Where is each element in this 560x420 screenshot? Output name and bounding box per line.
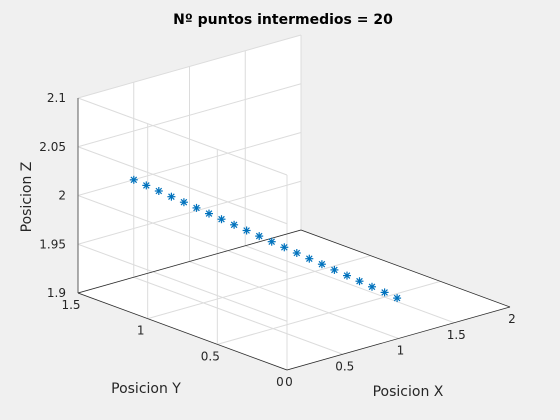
- data-point: [255, 232, 264, 241]
- grid-line-z-xwall: [77, 146, 288, 225]
- z-axis-label: Posicion Z: [19, 162, 35, 233]
- data-point: [230, 220, 239, 229]
- data-point: [192, 203, 201, 212]
- x-tick-label: 0: [285, 375, 293, 389]
- data-point: [129, 175, 138, 184]
- z-tick-label: 2.05: [39, 140, 66, 154]
- grid-line-z-ywall: [77, 34, 302, 99]
- grid-line-z-ywall: [77, 180, 302, 245]
- grid-line-x-floor: [189, 261, 399, 339]
- floor-edge: [300, 229, 511, 308]
- data-point: [280, 243, 289, 252]
- grid-line-z-xwall: [77, 195, 288, 273]
- y-tick-label: 1: [137, 324, 145, 338]
- y-axis-label: Posicion Y: [111, 381, 181, 397]
- z-tick-label: 1.95: [39, 237, 66, 251]
- data-point: [305, 254, 314, 263]
- x-axis-line: [286, 306, 511, 371]
- data-point: [154, 187, 163, 195]
- y-tick-label: 1.5: [61, 298, 80, 312]
- x-tick-label: 1.5: [447, 328, 466, 342]
- data-point: [343, 271, 351, 280]
- grid-line-x-floor: [245, 245, 455, 324]
- grid-line-z-xwall: [77, 243, 288, 322]
- grid-line-y-floor: [217, 280, 441, 345]
- data-point: [380, 288, 389, 297]
- data-point: [292, 249, 301, 257]
- axes-box: [77, 98, 511, 371]
- data-point: [205, 209, 213, 218]
- chart-title: Nº puntos intermedios = 20: [173, 12, 393, 28]
- grid-line-z-ywall: [77, 83, 302, 148]
- data-point: [330, 265, 339, 274]
- x-tick-label: 2: [508, 312, 516, 326]
- y-axis-line: [77, 292, 288, 371]
- data-series: [129, 175, 402, 303]
- z-tick-label: 2: [58, 189, 66, 203]
- x-tick-label: 1: [397, 344, 405, 358]
- x-axis-label: Posicion X: [373, 384, 444, 400]
- z-tick-label: 1.9: [47, 286, 66, 300]
- data-point: [242, 226, 251, 235]
- data-point: [317, 260, 326, 269]
- data-point: [267, 237, 276, 246]
- data-point: [179, 198, 188, 207]
- x-tick-label: 0.5: [335, 359, 354, 373]
- data-point: [393, 294, 402, 303]
- grid-line-y-floor: [147, 255, 371, 320]
- data-point: [217, 215, 226, 224]
- data-point: [355, 277, 364, 286]
- y-tick-label: 0.5: [201, 349, 220, 363]
- data-point: [167, 192, 176, 201]
- grid-line-z-ywall: [77, 132, 302, 196]
- grid-line-z-xwall: [77, 97, 288, 176]
- z-tick-label: 2.1: [47, 91, 66, 105]
- grid-line-x-floor: [133, 276, 343, 355]
- data-point: [142, 181, 151, 190]
- y-tick-label: 0: [276, 375, 284, 389]
- back-floor-edge: [77, 229, 302, 294]
- data-point: [368, 282, 376, 291]
